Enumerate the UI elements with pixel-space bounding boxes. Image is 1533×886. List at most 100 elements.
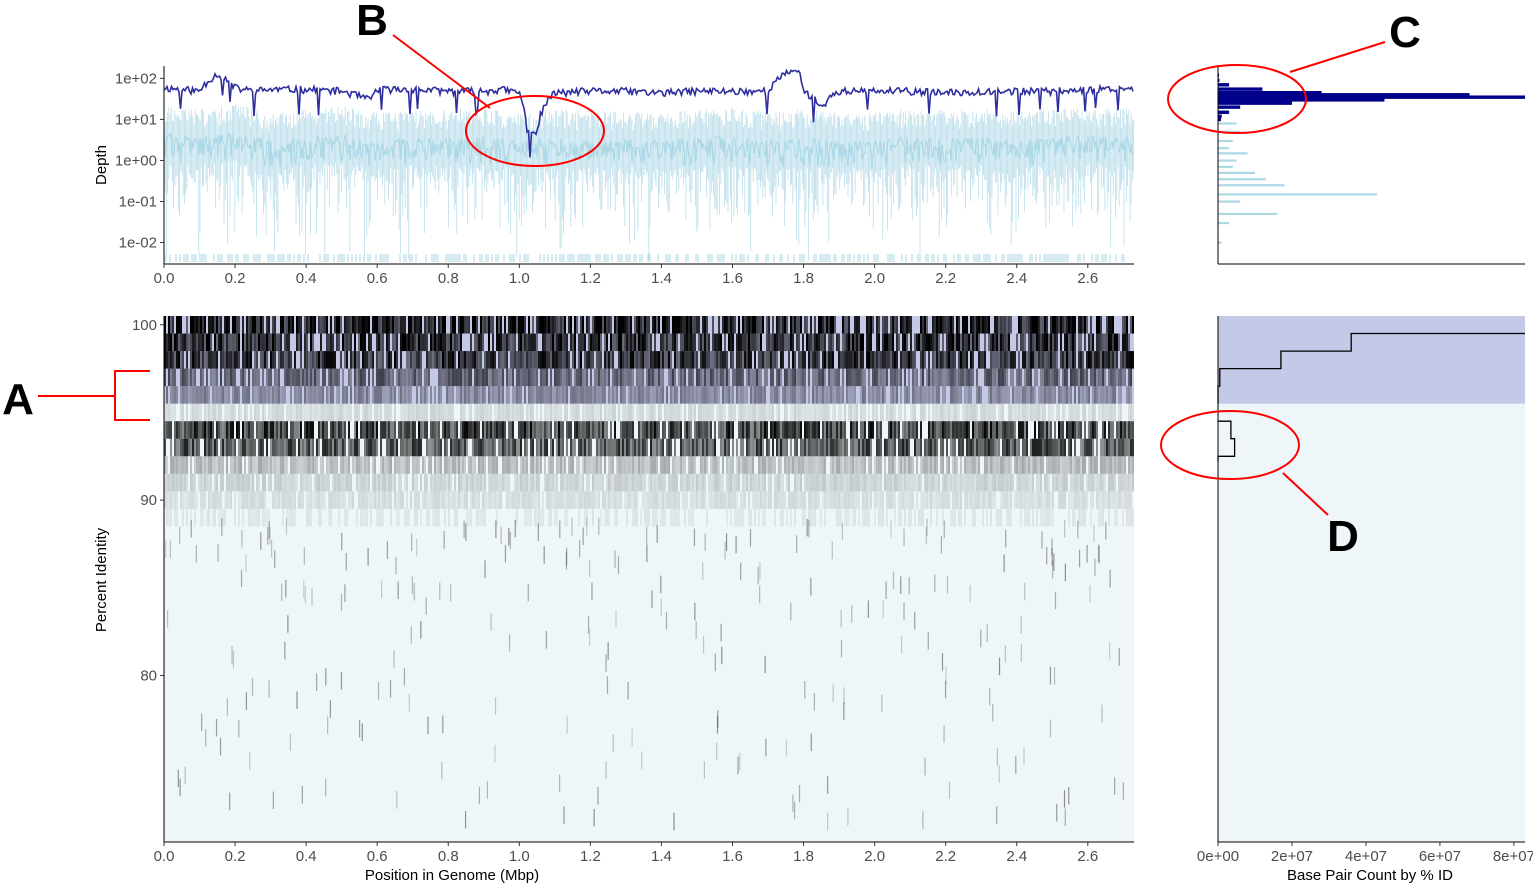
heatmap-cell	[276, 333, 278, 352]
heatmap-cell	[224, 333, 226, 352]
heatmap-cell	[452, 351, 454, 369]
heatmap-cell	[438, 316, 440, 334]
heatmap-cell	[186, 438, 188, 457]
heatmap-cell	[450, 438, 452, 457]
heatmap-cell	[422, 403, 424, 422]
heatmap-cell	[238, 438, 240, 457]
heatmap-cell	[386, 316, 388, 334]
heatmap-cell	[818, 333, 820, 352]
heatmap-cell	[234, 386, 236, 404]
heatmap-cell	[454, 421, 456, 439]
heatmap-cell	[420, 333, 422, 352]
heatmap-cell	[392, 368, 394, 387]
heatmap-cell	[702, 421, 704, 439]
heatmap-cell	[662, 351, 664, 369]
heatmap-cell	[488, 473, 490, 492]
heatmap-cell	[756, 333, 758, 352]
heatmap-cell	[212, 456, 214, 474]
heatmap-cell	[564, 386, 566, 404]
histogram-shallow-bar	[1218, 147, 1230, 150]
heatmap-cell	[1000, 368, 1002, 387]
heatmap-cell	[756, 421, 758, 439]
heatmap-cell	[856, 438, 858, 457]
heatmap-cell	[700, 351, 702, 369]
heatmap-cell	[1052, 316, 1054, 334]
heatmap-cell	[416, 351, 418, 369]
heatmap-cell	[780, 316, 782, 334]
heatmap-cell	[254, 386, 256, 404]
heatmap-cell	[778, 456, 780, 474]
heatmap-cell	[320, 456, 322, 474]
heatmap-cell	[870, 316, 872, 334]
heatmap-cell	[180, 351, 182, 369]
heatmap-cell	[208, 438, 210, 457]
heatmap-cell	[172, 386, 174, 404]
heatmap-cell	[966, 351, 968, 369]
heatmap-cell	[374, 403, 376, 422]
heatmap-cell	[208, 333, 210, 352]
heatmap-cell	[238, 333, 240, 352]
heatmap-cell	[418, 351, 420, 369]
heatmap-cell	[474, 386, 476, 404]
heatmap-cell	[398, 473, 400, 492]
heatmap-cell	[642, 351, 644, 369]
heatmap-cell	[878, 421, 880, 439]
heatmap-cell	[254, 333, 256, 352]
heatmap-cell	[1046, 456, 1048, 474]
heatmap-cell	[418, 403, 420, 422]
heatmap-cell	[644, 438, 646, 457]
heatmap-cell	[620, 421, 622, 439]
heatmap-cell	[744, 316, 746, 334]
heatmap-cell	[472, 438, 474, 457]
heatmap-cell	[182, 403, 184, 422]
heatmap-cell	[892, 368, 894, 387]
heatmap-cell	[752, 333, 754, 352]
heatmap-cell	[176, 473, 178, 492]
heatmap-cell	[492, 368, 494, 387]
heatmap-cell	[168, 473, 170, 492]
heatmap-cell	[590, 386, 592, 404]
heatmap-cell	[1112, 351, 1114, 369]
heatmap-cell	[1030, 386, 1032, 404]
heatmap-cell	[714, 438, 716, 457]
heatmap-cell	[744, 421, 746, 439]
heatmap-cell	[884, 386, 886, 404]
heatmap-cell	[956, 368, 958, 387]
heatmap-cell	[896, 421, 898, 439]
heatmap-cell	[212, 403, 214, 422]
heatmap-cell	[206, 438, 208, 457]
heatmap-cell	[180, 456, 182, 474]
heatmap-cell	[706, 421, 708, 439]
heatmap-cell	[382, 316, 384, 334]
heatmap-cell	[904, 316, 906, 334]
heatmap-cell	[336, 333, 338, 352]
heatmap-cell	[274, 403, 276, 422]
heatmap-cell	[890, 403, 892, 422]
heatmap-cell	[876, 368, 878, 387]
histogram-reads-bar	[1218, 78, 1220, 83]
heatmap-cell	[358, 438, 360, 457]
heatmap-cell	[800, 316, 802, 334]
heatmap-cell	[492, 473, 494, 492]
heatmap-cell	[1002, 351, 1004, 369]
heatmap-cell	[892, 316, 894, 334]
heatmap-cell	[364, 473, 366, 492]
heatmap-cell	[644, 316, 646, 334]
heatmap-cell	[934, 351, 936, 369]
heatmap-cell	[494, 473, 496, 492]
heatmap-cell	[488, 316, 490, 334]
heatmap-cell	[228, 333, 230, 352]
heatmap-cell	[570, 403, 572, 422]
heatmap-cell	[786, 403, 788, 422]
heatmap-cell	[1088, 421, 1090, 439]
heatmap-cell	[770, 333, 772, 352]
heatmap-cell	[946, 421, 948, 439]
heatmap-cell	[584, 456, 586, 474]
heatmap-cell	[1020, 386, 1022, 404]
heatmap-cell	[590, 368, 592, 387]
heatmap-cell	[724, 368, 726, 387]
heatmap-cell	[818, 456, 820, 474]
heatmap-cell	[836, 438, 838, 457]
heatmap-cell	[1106, 403, 1108, 422]
heatmap-cell	[972, 368, 974, 387]
